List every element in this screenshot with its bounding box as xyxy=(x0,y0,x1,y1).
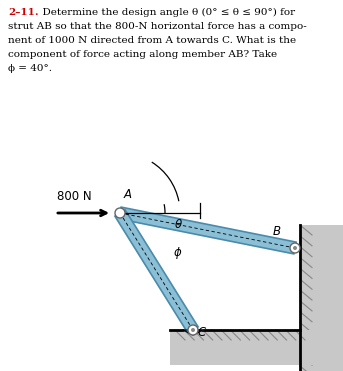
Text: nent of 1000 N directed from A towards C. What is the: nent of 1000 N directed from A towards C… xyxy=(8,36,296,45)
Circle shape xyxy=(290,243,300,253)
Circle shape xyxy=(115,208,125,218)
Bar xyxy=(170,330,343,365)
Polygon shape xyxy=(115,210,198,333)
Circle shape xyxy=(293,246,297,250)
Bar xyxy=(300,225,343,371)
Circle shape xyxy=(188,325,198,335)
Text: ϕ = 40°.: ϕ = 40°. xyxy=(8,64,52,73)
Text: 2–11.: 2–11. xyxy=(8,8,39,17)
Text: 800 N: 800 N xyxy=(57,190,92,203)
Text: A: A xyxy=(124,188,132,201)
Text: C: C xyxy=(197,326,205,339)
Text: component of force acting along member AB? Take: component of force acting along member A… xyxy=(8,50,277,59)
Polygon shape xyxy=(183,330,203,335)
Text: strut AB so that the 800-N horizontal force has a compo-: strut AB so that the 800-N horizontal fo… xyxy=(8,22,307,31)
Text: B: B xyxy=(273,225,281,238)
Polygon shape xyxy=(119,207,296,254)
Circle shape xyxy=(191,328,195,332)
Text: θ: θ xyxy=(175,219,182,232)
Text: ϕ: ϕ xyxy=(174,246,181,259)
Text: Determine the design angle θ (0° ≤ θ ≤ 90°) for: Determine the design angle θ (0° ≤ θ ≤ 9… xyxy=(36,8,295,17)
